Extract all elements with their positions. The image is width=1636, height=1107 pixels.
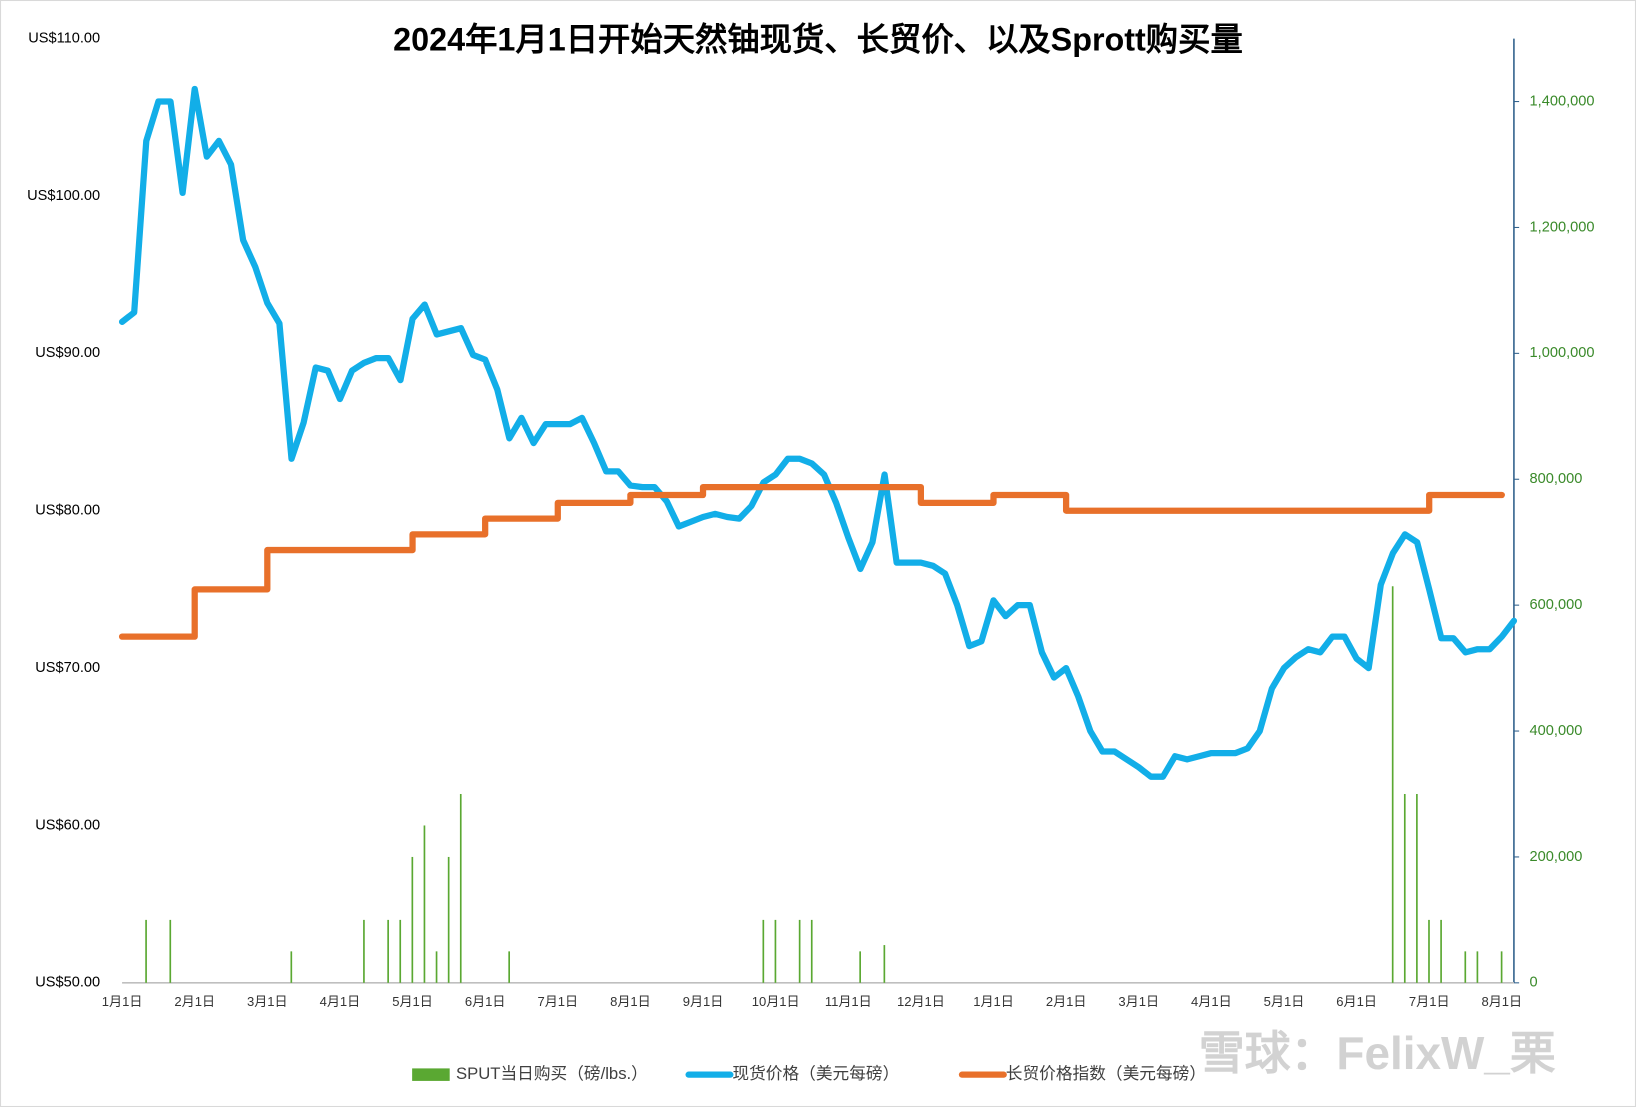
bar [1416,793,1418,983]
bar [411,856,414,983]
bar [290,951,293,983]
x-tick-label: 1月1日 [973,994,1014,1009]
bar [1403,793,1406,983]
legend-label: SPUT当日购买（磅/lbs.） [456,1064,648,1083]
x-tick-label: 11月1日 [825,994,872,1009]
y-tick-label: US$90.00 [35,345,100,361]
bar [1500,951,1503,983]
y-tick-label: US$50.00 [35,975,100,991]
x-tick-label: 8月1日 [610,994,651,1009]
line [118,85,1518,780]
y2-tick-label: 600,000 [1530,597,1583,613]
x-tick-label: 8月1日 [1482,994,1523,1009]
y-tick-label: US$100.00 [27,188,100,204]
x-tick-label: 12月1日 [897,994,945,1009]
chart-title: 2024年1月1日开始天然铀现货、长贸价、以及Sprott购买量 [393,21,1243,57]
y2-tick-label: 1,400,000 [1530,93,1595,109]
bar [447,856,450,983]
bar [798,919,801,983]
x-tick-label: 7月1日 [538,994,579,1009]
y2-tick-label: 1,200,000 [1530,219,1595,235]
bar [762,919,765,983]
x-tick-label: 2月1日 [1046,994,1087,1009]
bar [145,919,147,983]
y2-tick-label: 0 [1530,975,1538,991]
bar [774,919,777,983]
y2-tick-label: 200,000 [1530,849,1583,865]
x-tick-label: 4月1日 [320,994,361,1009]
bar [435,951,438,983]
y-tick-label: US$80.00 [35,503,100,519]
y-tick-label: US$60.00 [35,817,100,833]
bar [1464,951,1467,983]
x-tick-label: 9月1日 [683,994,724,1009]
legend-swatch [412,1068,450,1081]
bar [1476,951,1479,983]
bar [387,919,389,983]
y-tick-label: US$110.00 [28,30,100,46]
x-tick-label: 3月1日 [1118,994,1159,1009]
x-tick-label: 2月1日 [174,994,215,1009]
y2-tick-label: 800,000 [1530,471,1583,487]
line [118,483,1505,640]
x-tick-label: 3月1日 [247,994,288,1009]
x-tick-label: 1月1日 [102,994,143,1009]
y2-tick-label: 400,000 [1530,723,1583,739]
bar [810,919,813,983]
x-tick-label: 4月1日 [1191,994,1232,1009]
x-tick-label: 5月1日 [1264,994,1305,1009]
bar [423,825,426,983]
x-tick-label: 5月1日 [392,994,433,1009]
bar [363,919,365,983]
watermark: 雪球：FelixW_栗 [1199,1027,1556,1079]
x-tick-label: 7月1日 [1409,994,1450,1009]
y2-tick-label: 1,000,000 [1530,345,1595,361]
bar [1428,919,1430,983]
bar [169,919,172,983]
bar [508,951,511,983]
bar [883,945,886,983]
bar [1440,919,1442,983]
bar [1391,586,1394,983]
legend-label: 现货价格（美元每磅） [732,1064,899,1083]
bar [399,919,402,983]
x-tick-label: 10月1日 [752,994,800,1009]
x-tick-label: 6月1日 [1336,994,1377,1009]
bar [459,793,462,983]
y-tick-label: US$70.00 [35,660,100,676]
x-tick-label: 6月1日 [465,994,506,1009]
legend-label: 长贸价格指数（美元每磅） [1006,1064,1206,1083]
bar [859,951,861,983]
